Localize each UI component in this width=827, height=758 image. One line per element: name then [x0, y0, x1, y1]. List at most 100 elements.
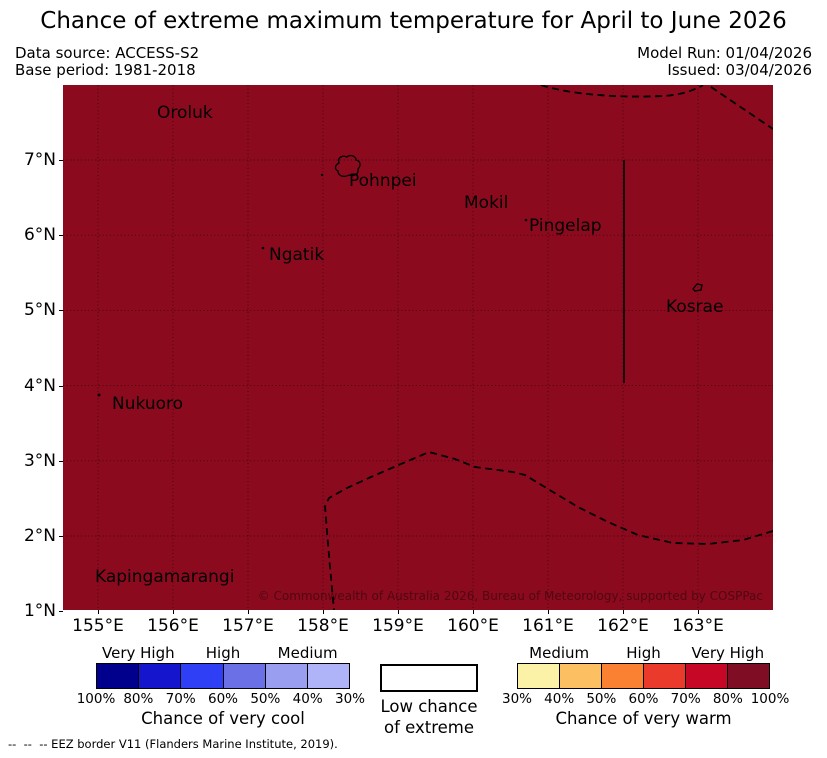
page-title: Chance of extreme maximum temperature fo… — [40, 8, 787, 34]
colorbar-segment — [559, 664, 601, 688]
axis-tick-mark — [248, 610, 249, 614]
issued-label: Issued: 03/04/2026 — [667, 61, 812, 79]
colorbar-tick-label: 40% — [292, 691, 323, 707]
header-left: Data source: ACCESS-S2 Base period: 1981… — [15, 45, 199, 79]
colorbar-segment — [264, 664, 307, 688]
low-chance-caption-line2: of extreme — [383, 718, 475, 737]
place-label: Pingelap — [529, 216, 602, 236]
y-axis-tick-label: 1°N — [23, 601, 56, 622]
map-fill-very-warm-100 — [63, 85, 773, 610]
pohnpei-island-outline — [334, 154, 361, 178]
place-label: Mokil — [464, 193, 509, 213]
footnote-eez: -- -- -- EEZ border V11 (Flanders Marine… — [8, 737, 338, 751]
axis-tick-mark — [323, 610, 324, 614]
axis-tick-mark — [623, 610, 624, 614]
colorbar-segment — [306, 664, 350, 688]
x-axis-tick-label: 163°E — [672, 616, 724, 636]
low-chance-box — [380, 664, 478, 692]
warm-colorbar — [517, 663, 770, 689]
place-label: Oroluk — [157, 103, 213, 123]
place-label: Kosrae — [666, 297, 724, 317]
y-axis-tick-label: 4°N — [23, 375, 56, 396]
x-axis-tick-label: 159°E — [372, 616, 424, 636]
colorbar-tick-label: 80% — [712, 691, 743, 707]
place-label: Kapingamarangi — [95, 567, 235, 587]
legend-chance-very-warm: Medium High Very High 30% 40% 50% 60% 70% 80% 10… — [502, 644, 789, 728]
colorbar-segment — [643, 664, 685, 688]
base-period-label: Base period: 1981-2018 — [15, 61, 196, 79]
y-axis-tick-label: 6°N — [23, 225, 56, 246]
x-axis-tick-label: 161°E — [522, 616, 574, 636]
islet-dot-nukuoro — [97, 393, 101, 397]
place-label: Ngatik — [269, 245, 325, 265]
colorbar-tick-label: 60% — [207, 691, 239, 707]
axis-tick-mark — [698, 610, 699, 614]
x-axis-tick-label: 157°E — [222, 616, 274, 636]
colorbar-tick-label: 70% — [165, 691, 196, 707]
axis-tick-mark — [59, 235, 63, 237]
x-axis-tick-label: 162°E — [597, 616, 649, 636]
model-run-label: Model Run: 01/04/2026 — [637, 44, 812, 62]
colorbar-tick-label: 80% — [123, 691, 154, 707]
eez-border-north-path — [540, 85, 704, 98]
warm-colorbar-caption: Chance of very warm — [555, 709, 732, 728]
y-axis-tick-label: 2°N — [23, 526, 56, 546]
eez-border-east-path — [710, 86, 773, 130]
x-axis-tick-label: 156°E — [147, 616, 199, 636]
map-graphics — [63, 85, 773, 610]
colorbar-tick-label: 30% — [501, 691, 533, 707]
colorbar-tick-label: 60% — [628, 691, 659, 707]
chance-band-label: Medium — [277, 644, 338, 662]
colorbar-segment — [685, 664, 727, 688]
chance-band-label: High — [626, 644, 661, 662]
cool-band-labels: Very High High Medium — [96, 644, 350, 663]
header-right: Model Run: 01/04/2026 Issued: 03/04/2026 — [637, 45, 812, 79]
cool-colorbar — [96, 663, 350, 689]
x-axis-tick-label: 160°E — [447, 616, 499, 636]
islet-dot-ngatik — [261, 246, 265, 250]
chance-band-label: High — [205, 644, 241, 662]
colorbar-tick-label: 70% — [670, 691, 701, 707]
axis-tick-mark — [59, 611, 63, 613]
cool-colorbar-ticks: 100% 80% 70% 60% 50% 40% 30% — [77, 691, 365, 708]
colorbar-segment — [180, 664, 223, 688]
colorbar-segment — [138, 664, 181, 688]
islet-dot-pohnpei-west — [320, 173, 324, 177]
axis-tick-mark — [398, 610, 399, 614]
low-chance-caption: Low chance of extreme — [369, 696, 489, 738]
axis-tick-mark — [59, 536, 63, 537]
kosrae-island-outline — [692, 283, 703, 292]
axis-tick-mark — [548, 610, 549, 614]
warm-band-labels: Medium High Very High — [517, 644, 770, 663]
place-label: Nukuoro — [112, 394, 184, 414]
data-source-label: Data source: ACCESS-S2 — [15, 44, 200, 62]
colorbar-segment — [727, 664, 769, 688]
axis-tick-mark — [173, 610, 174, 614]
y-axis-tick-label: 3°N — [23, 450, 56, 471]
colorbar-tick-label: 50% — [586, 691, 617, 707]
colorbar-segment — [97, 664, 139, 688]
axis-tick-mark — [59, 385, 63, 387]
place-label: Pohnpei — [349, 171, 417, 191]
chance-band-label: Very High — [102, 644, 175, 662]
eez-border-south-path — [324, 451, 773, 610]
copyright-note: © Commonwealth of Australia 2026, Bureau… — [257, 589, 763, 603]
colorbar-tick-label: 40% — [544, 691, 575, 707]
cool-colorbar-caption: Chance of very cool — [141, 709, 305, 728]
legend-chance-very-cool: Very High High Medium 100% 80% 70% 60% 50% 40% 3… — [77, 644, 365, 728]
legend-low-chance: Low chance of extreme — [369, 664, 489, 738]
colorbar-tick-label: 100% — [76, 691, 116, 707]
axis-tick-mark — [98, 610, 99, 614]
colorbar-segment — [518, 664, 559, 688]
y-axis-tick-label: 7°N — [23, 150, 56, 170]
axis-tick-mark — [59, 310, 63, 312]
axis-tick-mark — [473, 610, 474, 614]
colorbar-segment — [601, 664, 643, 688]
low-chance-caption-line1: Low chance — [380, 697, 478, 716]
x-axis-tick-label: 155°E — [72, 616, 124, 636]
colorbar-tick-label: 100% — [750, 691, 790, 707]
x-axis-tick-label: 158°E — [297, 616, 349, 636]
colorbar-tick-label: 50% — [250, 691, 281, 707]
chance-band-label: Medium — [529, 644, 590, 662]
